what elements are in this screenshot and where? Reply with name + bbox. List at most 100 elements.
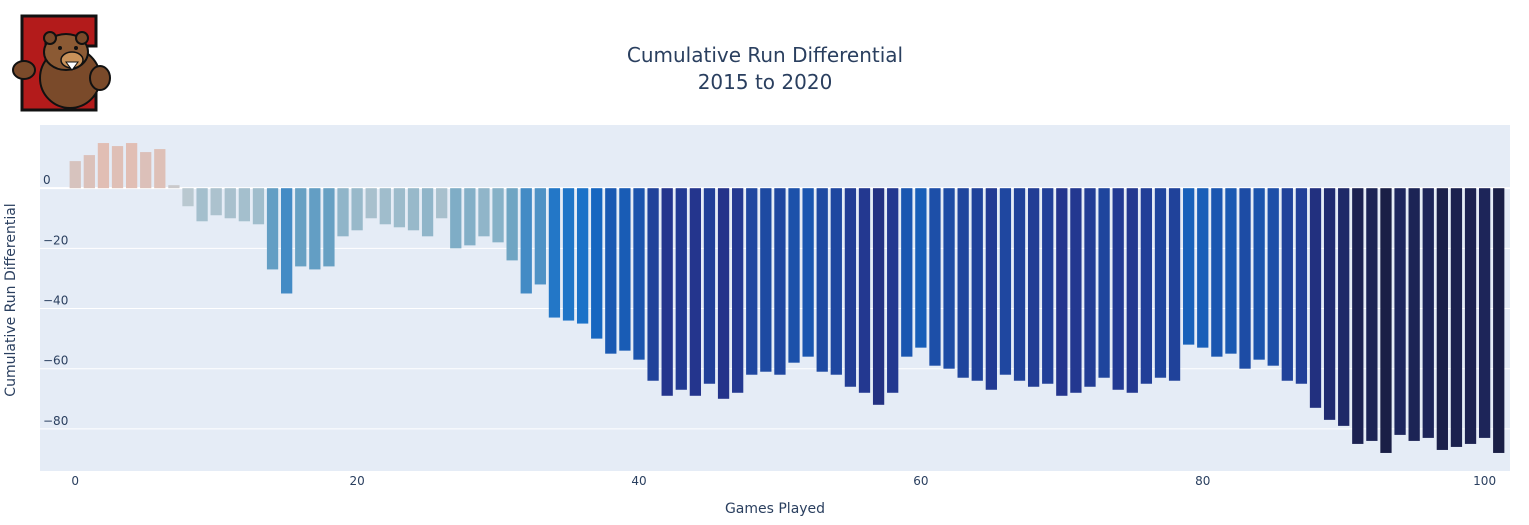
bar[interactable] [1478,188,1491,438]
bar[interactable] [492,188,504,243]
bar[interactable] [436,188,448,219]
bar[interactable] [323,188,335,267]
bar[interactable] [379,188,391,225]
bar[interactable] [548,188,561,318]
bar[interactable] [1140,188,1153,384]
bar[interactable] [1323,188,1336,420]
bar[interactable] [661,188,673,396]
bar[interactable] [647,188,659,381]
bar[interactable] [1154,188,1167,378]
bar[interactable] [281,188,293,294]
bar[interactable] [901,188,913,357]
bar[interactable] [69,161,81,189]
bar[interactable] [760,188,772,372]
bar[interactable] [97,143,110,189]
bar[interactable] [1464,188,1477,444]
bar[interactable] [985,188,997,390]
bar[interactable] [1239,188,1251,369]
bar[interactable] [1338,188,1350,426]
bar[interactable] [576,188,589,324]
bar[interactable] [971,188,983,381]
bar[interactable] [1309,188,1322,408]
bar[interactable] [1422,188,1434,438]
bar[interactable] [858,188,871,393]
bar[interactable] [111,146,124,189]
bar[interactable] [872,188,885,405]
bar[interactable] [619,188,631,351]
bar[interactable] [703,188,716,384]
bar[interactable] [774,188,786,375]
bar[interactable] [450,188,462,249]
bar[interactable] [1112,188,1124,390]
bar[interactable] [1352,188,1364,444]
bar[interactable] [125,143,138,189]
bar[interactable] [732,188,744,393]
bar[interactable] [351,188,363,231]
bar[interactable] [957,188,969,378]
bar[interactable] [421,188,434,237]
bar[interactable] [266,188,279,270]
bar[interactable] [689,188,702,396]
bar[interactable] [309,188,321,270]
bar[interactable] [464,188,476,246]
bar[interactable] [717,188,730,399]
bar[interactable] [407,188,420,231]
bar[interactable] [168,185,180,189]
bar[interactable] [1281,188,1293,381]
bar[interactable] [182,188,194,207]
bar[interactable] [196,188,208,222]
bar[interactable] [1042,188,1054,384]
bar[interactable] [1098,188,1110,378]
bar[interactable] [591,188,603,339]
bar[interactable] [746,188,758,375]
bar[interactable] [1070,188,1082,393]
bar[interactable] [1436,188,1448,450]
bar[interactable] [788,188,800,363]
bar[interactable] [365,188,377,219]
bar[interactable] [929,188,941,366]
bar[interactable] [830,188,842,375]
bar[interactable] [802,188,814,357]
bar[interactable] [1253,188,1265,360]
bar[interactable] [1056,188,1068,396]
bar[interactable] [224,188,236,219]
bar[interactable] [1450,188,1463,447]
bar[interactable] [1493,188,1505,453]
bar[interactable] [1013,188,1026,381]
bar[interactable] [1366,188,1378,441]
bar[interactable] [154,149,166,189]
bar[interactable] [140,152,152,189]
bar[interactable] [887,188,899,393]
bar[interactable] [520,188,532,294]
bar[interactable] [295,188,307,267]
bar[interactable] [1027,188,1040,387]
bar[interactable] [1380,188,1392,453]
bar[interactable] [1408,188,1420,441]
bar[interactable] [83,155,95,189]
bar[interactable] [605,188,617,354]
bar[interactable] [816,188,828,372]
bar[interactable] [675,188,687,390]
bar[interactable] [393,188,406,228]
bar[interactable] [999,188,1012,375]
bar[interactable] [1295,188,1308,384]
bar[interactable] [1168,188,1181,381]
bar[interactable] [1126,188,1138,393]
bar[interactable] [943,188,955,369]
bar[interactable] [337,188,349,237]
bar[interactable] [1197,188,1209,348]
bar[interactable] [506,188,518,261]
bar[interactable] [1225,188,1237,354]
bar[interactable] [915,188,927,348]
bar[interactable] [1267,188,1279,366]
bar[interactable] [1183,188,1195,345]
bar[interactable] [252,188,265,225]
bar[interactable] [844,188,857,387]
bar[interactable] [534,188,546,285]
bar[interactable] [1084,188,1096,387]
bar[interactable] [562,188,575,321]
bar[interactable] [1211,188,1223,357]
bar[interactable] [210,188,222,216]
bar[interactable] [238,188,250,222]
bar[interactable] [478,188,490,237]
